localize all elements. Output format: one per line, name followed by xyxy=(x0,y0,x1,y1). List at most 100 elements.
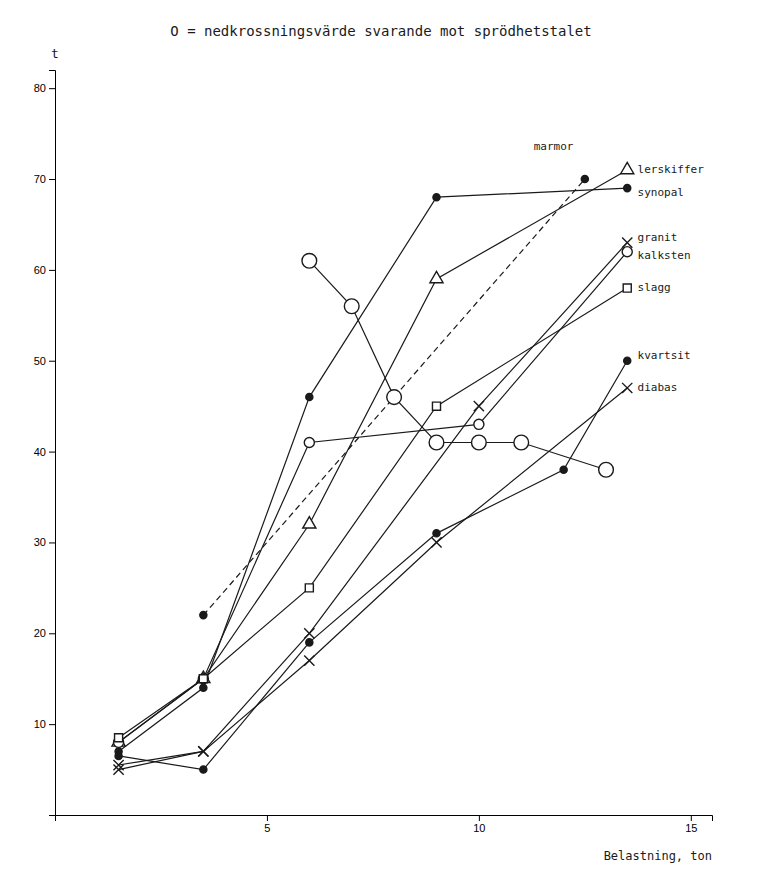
y-tick: 50 xyxy=(34,355,55,367)
annotations: lerskiffer synopal granit kalksten slagg kvar… xyxy=(534,140,704,394)
annotation: kvartsit xyxy=(638,349,691,362)
annotation: diabas xyxy=(638,381,678,394)
x-axis-title: Belastning, ton xyxy=(604,849,712,863)
x-tick: 5 xyxy=(264,815,270,834)
series-marker xyxy=(306,394,313,401)
y-tick: 40 xyxy=(34,446,55,458)
annotation: lerskiffer xyxy=(638,163,705,176)
series-marker xyxy=(621,162,634,173)
annotation: slagg xyxy=(638,281,671,294)
series-marker xyxy=(306,639,313,646)
series-marker xyxy=(474,401,484,411)
y-tick: 20 xyxy=(34,627,55,639)
series-marker xyxy=(624,185,631,192)
y-tick-label: 10 xyxy=(34,718,46,730)
annotation: synopal xyxy=(638,186,684,199)
y-axis-title: t xyxy=(51,46,59,61)
y-tick-label: 40 xyxy=(34,446,46,458)
y-tick-mark xyxy=(49,88,55,89)
x-tick-mark xyxy=(479,815,480,821)
title: O = nedkrossningsvärde svarande mot sprö… xyxy=(170,23,591,39)
y-tick-label: 20 xyxy=(34,627,46,639)
x-tick-mark xyxy=(691,815,692,821)
y-axis: 10 20 30 40 50 60 70 80 xyxy=(34,71,56,816)
series-marker xyxy=(433,530,440,537)
series-marker xyxy=(113,764,123,774)
series-marker xyxy=(200,684,207,691)
series-marker xyxy=(198,746,208,756)
y-tick: 80 xyxy=(34,82,55,94)
series-marker xyxy=(622,383,632,393)
y-tick-label: 80 xyxy=(34,82,46,94)
y-tick-label: 50 xyxy=(34,355,46,367)
series-marker xyxy=(560,466,567,473)
series-line xyxy=(309,261,606,470)
x-axis: 5 10 15 xyxy=(56,815,713,834)
series-marker xyxy=(198,674,208,684)
y-tick: 70 xyxy=(34,173,55,185)
y-tick-mark xyxy=(49,270,55,271)
x-tick-label: 10 xyxy=(473,822,485,834)
y-tick: 10 xyxy=(34,718,55,730)
x-tick: 15 xyxy=(685,815,697,834)
series-marker xyxy=(115,752,122,759)
series-line xyxy=(119,252,628,743)
series-marker xyxy=(472,435,487,450)
series-marker xyxy=(304,655,314,665)
plot: 5 10 15 10 20 30 40 50 60 70 80 lerskiffer synopal gr… xyxy=(34,71,713,834)
series-marker xyxy=(387,390,402,405)
annotation: kalksten xyxy=(638,249,691,262)
chart: 5 10 15 10 20 30 40 50 60 70 80 lerskiffer synopal gr… xyxy=(0,0,762,875)
y-tick-mark xyxy=(49,724,55,725)
series-marker xyxy=(599,462,614,477)
y-tick-label: 70 xyxy=(34,173,46,185)
series-marker xyxy=(200,766,207,773)
series-line xyxy=(119,361,628,770)
series-marker xyxy=(432,402,440,410)
y-tick-mark xyxy=(49,361,55,362)
y-axis-line xyxy=(49,71,56,816)
series-line xyxy=(119,188,628,751)
series-marker xyxy=(200,612,207,619)
series-marker xyxy=(198,746,208,756)
series-marker xyxy=(199,675,207,683)
series-marker xyxy=(433,194,440,201)
series-marker xyxy=(302,253,317,268)
series-marker xyxy=(304,628,314,638)
series-marker xyxy=(304,437,314,447)
series-marker xyxy=(305,584,313,592)
y-tick-mark xyxy=(49,179,55,180)
series-marker xyxy=(303,517,316,528)
series-line xyxy=(119,243,628,765)
series-marker xyxy=(624,357,631,364)
series-marker xyxy=(430,271,443,282)
y-tick: 60 xyxy=(34,264,55,276)
y-tick: 30 xyxy=(34,536,55,548)
series-marker xyxy=(197,671,210,682)
x-axis-line xyxy=(56,816,713,822)
series-marker xyxy=(344,299,359,314)
y-tick-label: 30 xyxy=(34,536,46,548)
x-tick: 10 xyxy=(473,815,485,834)
x-tick-label: 15 xyxy=(685,822,697,834)
series-line xyxy=(119,288,628,738)
y-tick-mark xyxy=(49,452,55,453)
y-tick-mark xyxy=(49,633,55,634)
series-marker xyxy=(431,537,441,547)
x-tick-label: 5 xyxy=(264,822,270,834)
annotation: marmor xyxy=(534,140,574,153)
x-tick-mark xyxy=(267,815,268,821)
series-marker xyxy=(514,435,529,450)
y-tick-mark xyxy=(49,542,55,543)
series-marker xyxy=(622,247,632,257)
series-marker xyxy=(429,435,444,450)
series-marker xyxy=(581,175,588,182)
series-line xyxy=(119,170,628,742)
series-line xyxy=(119,388,628,770)
marks xyxy=(112,162,634,774)
series-marker xyxy=(623,284,631,292)
annotation: granit xyxy=(638,231,678,244)
series-marker xyxy=(115,734,123,742)
series-marker xyxy=(474,419,484,429)
y-tick-label: 60 xyxy=(34,264,46,276)
